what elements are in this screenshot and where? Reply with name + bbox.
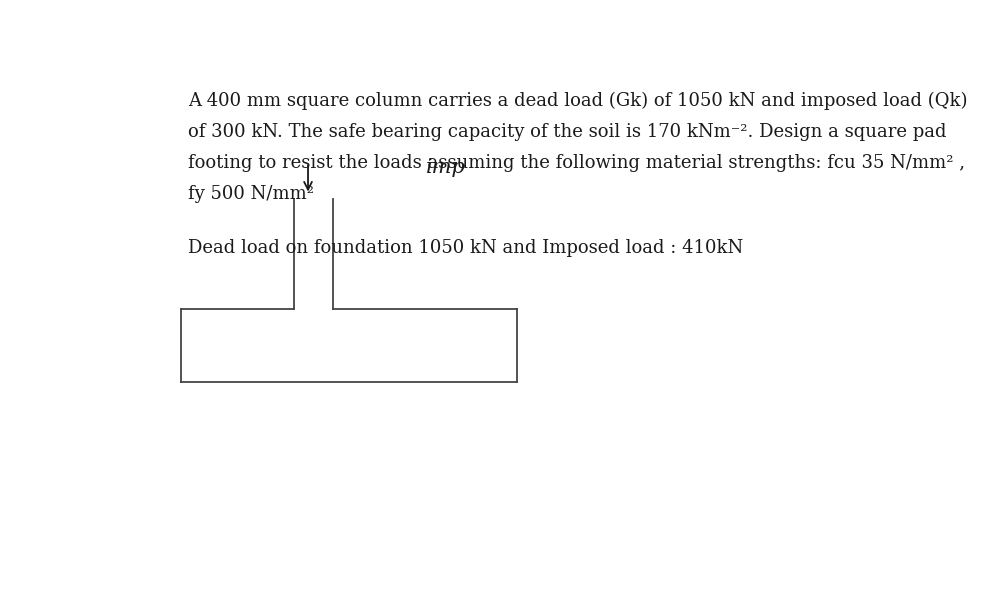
Text: Dead load on foundation 1050 kN and Imposed load : 410kN: Dead load on foundation 1050 kN and Impo… xyxy=(188,239,744,257)
Text: A 400 mm square column carries a dead load (Gk) of 1050 kN and imposed load (Qk): A 400 mm square column carries a dead lo… xyxy=(188,92,968,110)
Text: fy 500 N/mm²: fy 500 N/mm² xyxy=(188,185,314,203)
Text: of 300 kN. The safe bearing capacity of the soil is 170 kNm⁻². Design a square p: of 300 kN. The safe bearing capacity of … xyxy=(188,123,947,141)
Text: footing to resist the loads assuming the following material strengths: fcu 35 N/: footing to resist the loads assuming the… xyxy=(188,154,966,172)
Text: imp: imp xyxy=(426,158,466,177)
